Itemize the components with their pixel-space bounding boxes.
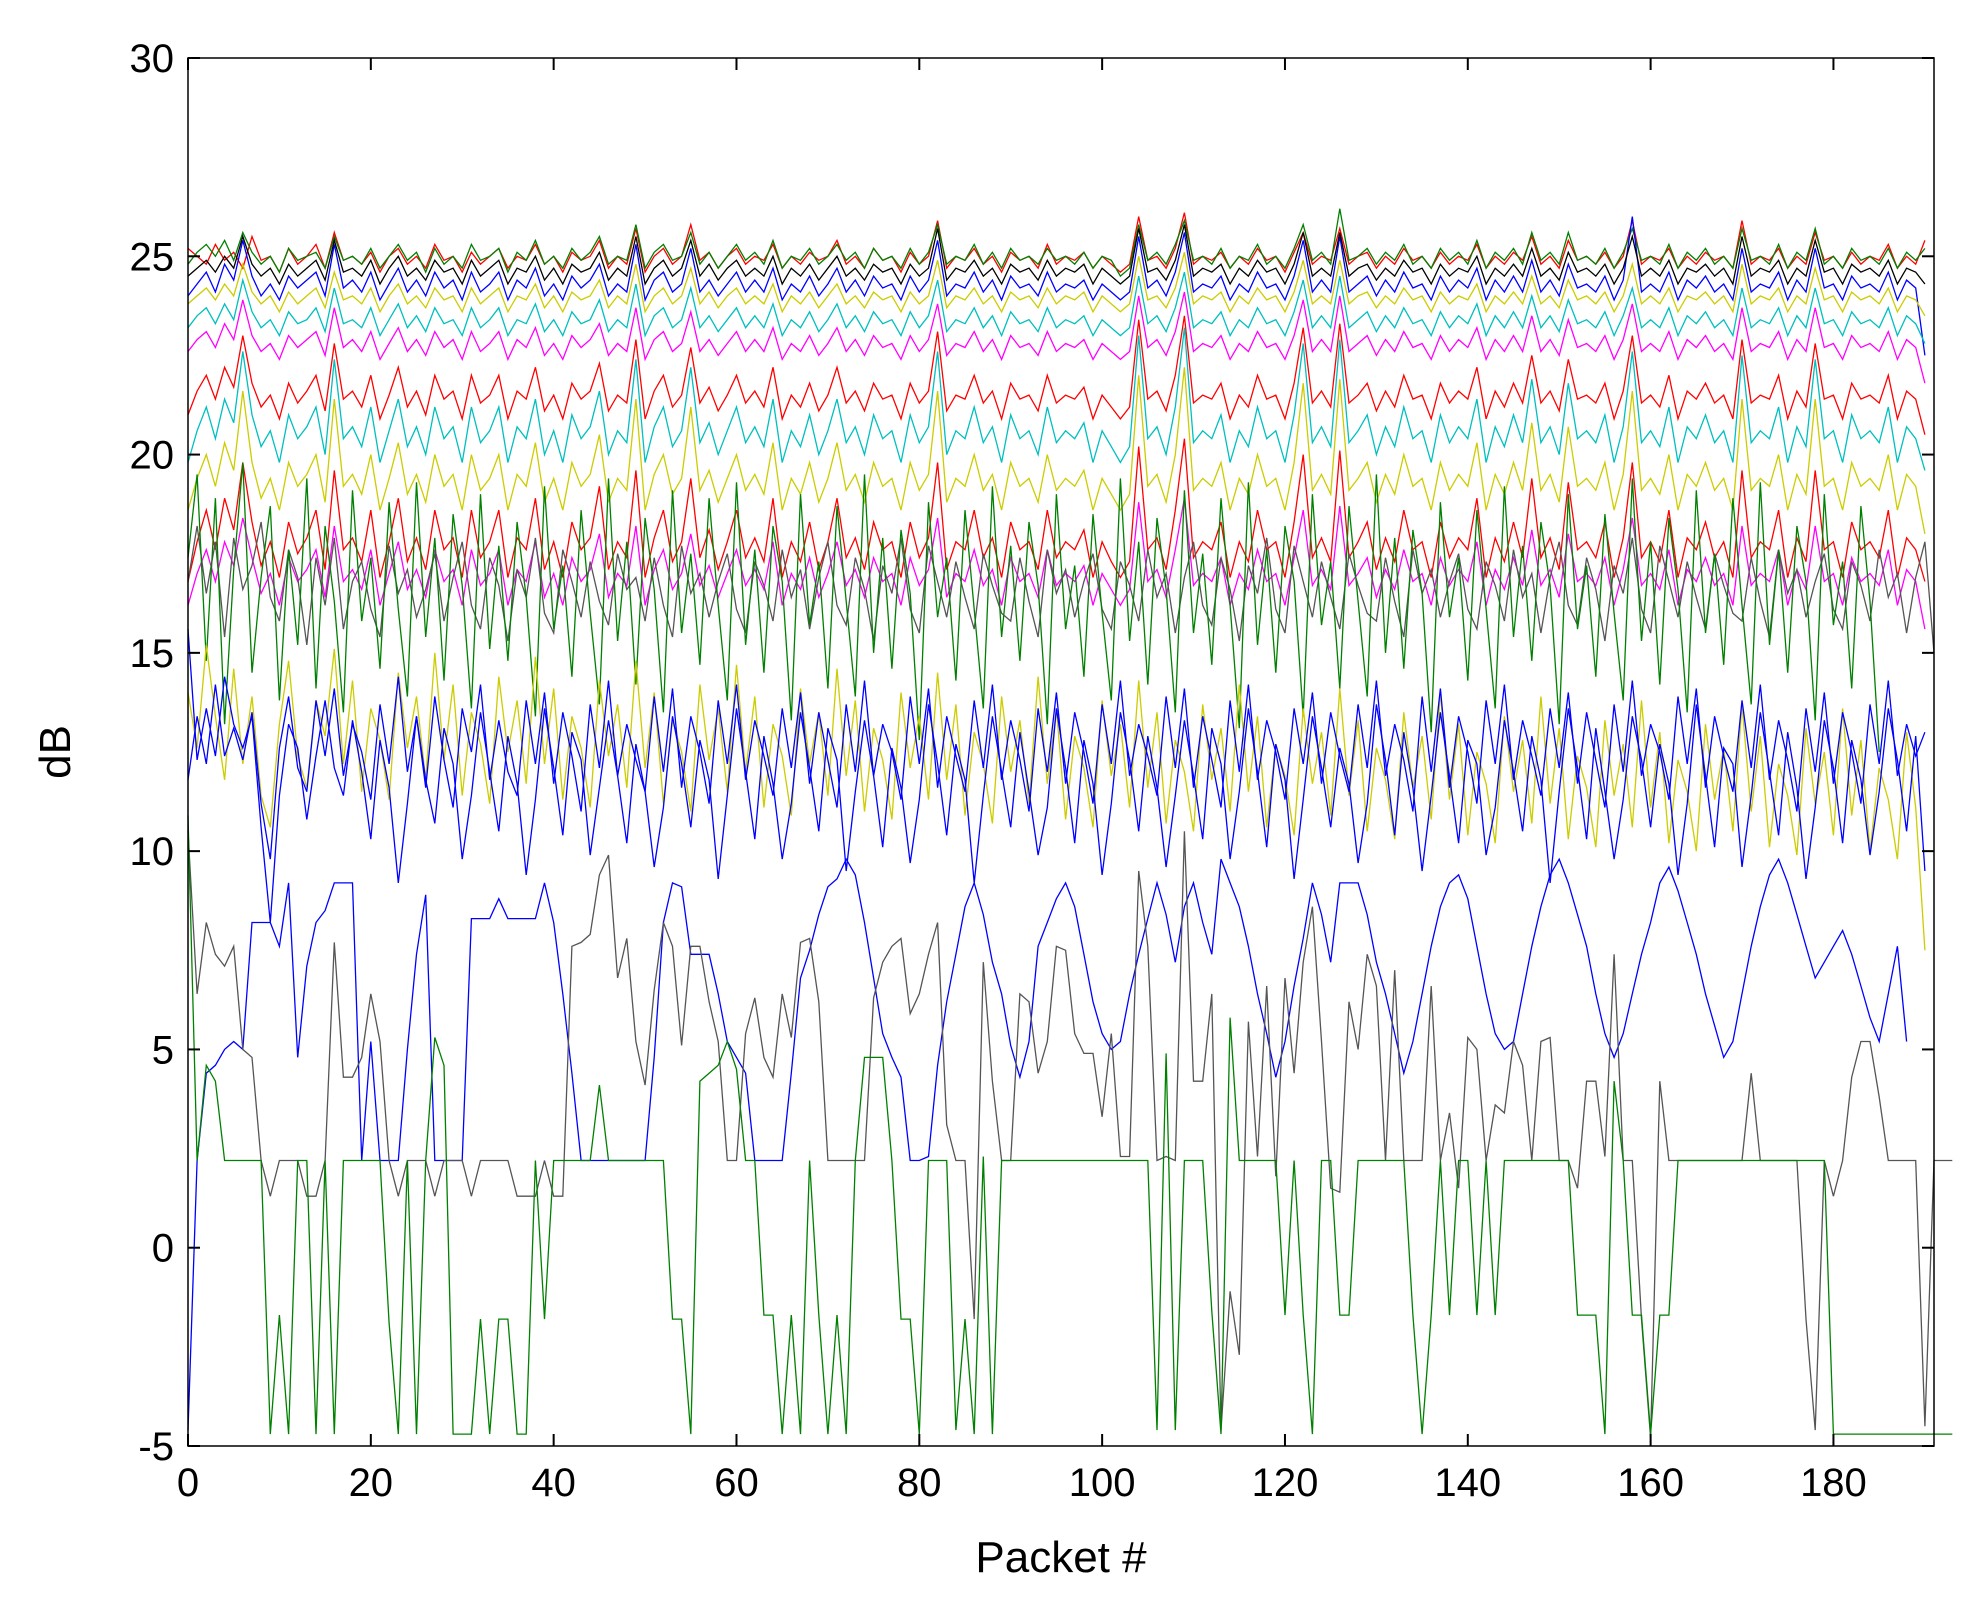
series-line-3 bbox=[187, 216, 1926, 356]
y-tick-label: 5 bbox=[152, 1028, 174, 1072]
series-line-14 bbox=[187, 462, 1880, 753]
series-line-17 bbox=[187, 629, 1926, 923]
series-line-6 bbox=[187, 271, 1926, 344]
x-tick-label: 120 bbox=[1252, 1461, 1319, 1505]
x-tick-label: 20 bbox=[349, 1461, 394, 1505]
series-line-1 bbox=[187, 212, 1926, 274]
series-line-7 bbox=[187, 291, 1926, 384]
series-layer bbox=[187, 208, 1953, 1439]
series-line-11 bbox=[187, 438, 1926, 582]
y-tick-label: 30 bbox=[130, 37, 175, 81]
x-tick-label: 80 bbox=[897, 1461, 942, 1505]
x-axis-label: Packet # bbox=[975, 1533, 1147, 1582]
series-line-10 bbox=[187, 367, 1926, 535]
series-line-5 bbox=[187, 252, 1926, 317]
x-tick-label: 60 bbox=[714, 1461, 759, 1505]
series-line-16 bbox=[187, 676, 1926, 860]
plot-frame bbox=[187, 57, 1935, 1447]
x-tick-label: 100 bbox=[1069, 1461, 1136, 1505]
series-line-8 bbox=[187, 315, 1926, 435]
y-tick-label: 25 bbox=[130, 235, 175, 279]
x-tick-label: 40 bbox=[531, 1461, 576, 1505]
y-tick-label: 10 bbox=[130, 830, 175, 874]
series-line-20 bbox=[187, 815, 1953, 1435]
y-tick-label: 0 bbox=[152, 1227, 174, 1271]
x-tick-label: 180 bbox=[1800, 1461, 1867, 1505]
x-tick-label: 140 bbox=[1434, 1461, 1501, 1505]
series-line-13 bbox=[187, 521, 1935, 653]
y-axis-label: dB bbox=[31, 725, 80, 779]
y-tick-label: 20 bbox=[130, 434, 175, 478]
y-tick-label: 15 bbox=[130, 632, 175, 676]
y-tick-label: -5 bbox=[138, 1425, 174, 1469]
series-line-9 bbox=[187, 327, 1926, 471]
x-tick-label: 160 bbox=[1617, 1461, 1684, 1505]
series-line-19 bbox=[187, 831, 1953, 1439]
series-line-4 bbox=[187, 224, 1926, 286]
x-tick-label: 0 bbox=[177, 1461, 199, 1505]
series-line-18 bbox=[187, 857, 1908, 1431]
